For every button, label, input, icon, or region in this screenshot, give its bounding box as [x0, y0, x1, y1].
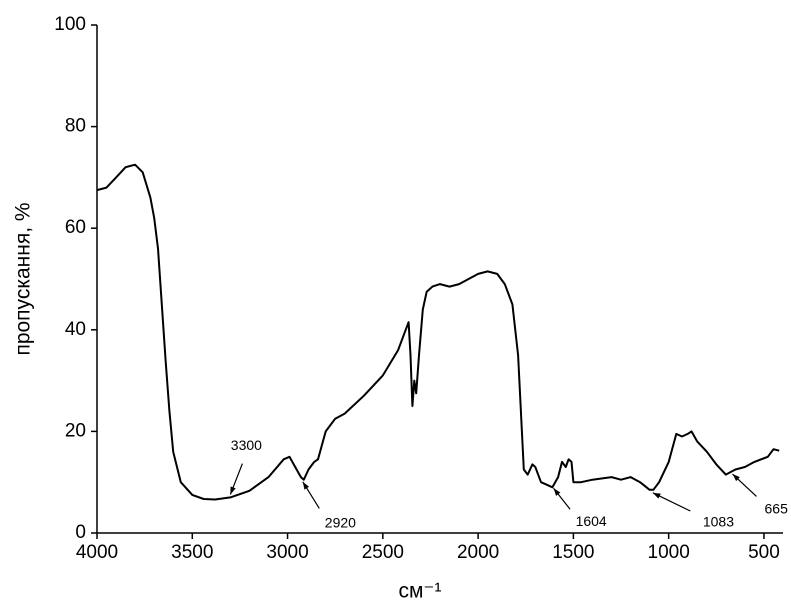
y-tick-label: 80 — [65, 116, 86, 137]
annotation-label: 665 — [765, 501, 789, 517]
x-tick-label: 4000 — [76, 542, 118, 563]
x-tick-label: 1000 — [648, 542, 690, 563]
x-tick-label: 3000 — [266, 542, 308, 563]
annotation-label: 1604 — [576, 513, 607, 529]
annotation-label: 1083 — [703, 514, 734, 530]
x-tick-label: 2000 — [457, 542, 499, 563]
spectrum-line — [96, 163, 780, 501]
annotation-label: 3300 — [231, 437, 262, 453]
y-tick-label: 20 — [65, 420, 86, 441]
annotation-arrowhead — [652, 492, 661, 499]
y-tick-label: 0 — [75, 522, 86, 543]
y-tick-label: 100 — [54, 14, 86, 35]
x-tick-label: 2500 — [362, 542, 404, 563]
annotation-arrowhead — [732, 474, 740, 482]
annotation-arrowhead — [230, 486, 236, 495]
annotation-label: 2920 — [325, 515, 356, 531]
y-tick-label: 60 — [65, 217, 86, 238]
x-tick-label: 1500 — [552, 542, 594, 563]
x-axis-title: см⁻¹ — [398, 580, 441, 603]
x-tick-label: 500 — [748, 542, 780, 563]
y-axis-title: пропускання, % — [12, 202, 35, 355]
y-tick-label: 40 — [65, 319, 86, 340]
annotation-arrowhead — [302, 481, 310, 490]
annotation-arrowhead — [553, 488, 561, 496]
x-tick-label: 3500 — [171, 542, 213, 563]
